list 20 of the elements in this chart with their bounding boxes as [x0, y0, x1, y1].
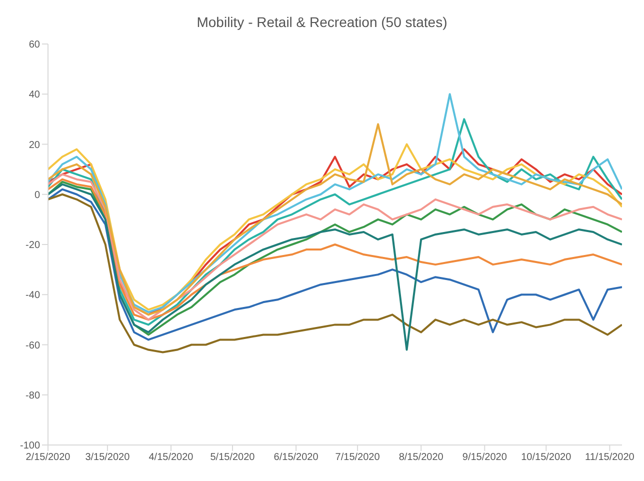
x-tick-label: 7/15/2020 [335, 452, 380, 464]
x-tick-label: 8/15/2020 [398, 452, 444, 464]
chart-title: Mobility - Retail & Recreation (50 states) [196, 13, 448, 32]
x-tick-label: 4/15/2020 [148, 452, 194, 464]
y-tick-label: -80 [26, 390, 40, 402]
x-tick-label: 5/15/2020 [210, 452, 256, 464]
x-tick-label: 10/15/2020 [521, 452, 572, 464]
x-tick-label: 9/15/2020 [462, 452, 508, 464]
y-tick-label: -40 [26, 290, 40, 302]
x-tick-label: 11/15/2020 [585, 452, 635, 464]
y-tick-label: 20 [28, 140, 40, 151]
y-tick-label: 60 [28, 40, 40, 51]
x-tick-label: 3/15/2020 [85, 452, 130, 464]
x-tick-label: 2/15/2020 [26, 452, 71, 464]
x-tick-label: 6/15/2020 [274, 452, 319, 464]
y-tick-label: 0 [34, 190, 40, 201]
y-tick-label: -60 [26, 340, 40, 352]
y-tick-label: 40 [28, 90, 40, 101]
y-tick-label: -20 [26, 240, 40, 252]
y-tick-label: -100 [20, 440, 40, 452]
